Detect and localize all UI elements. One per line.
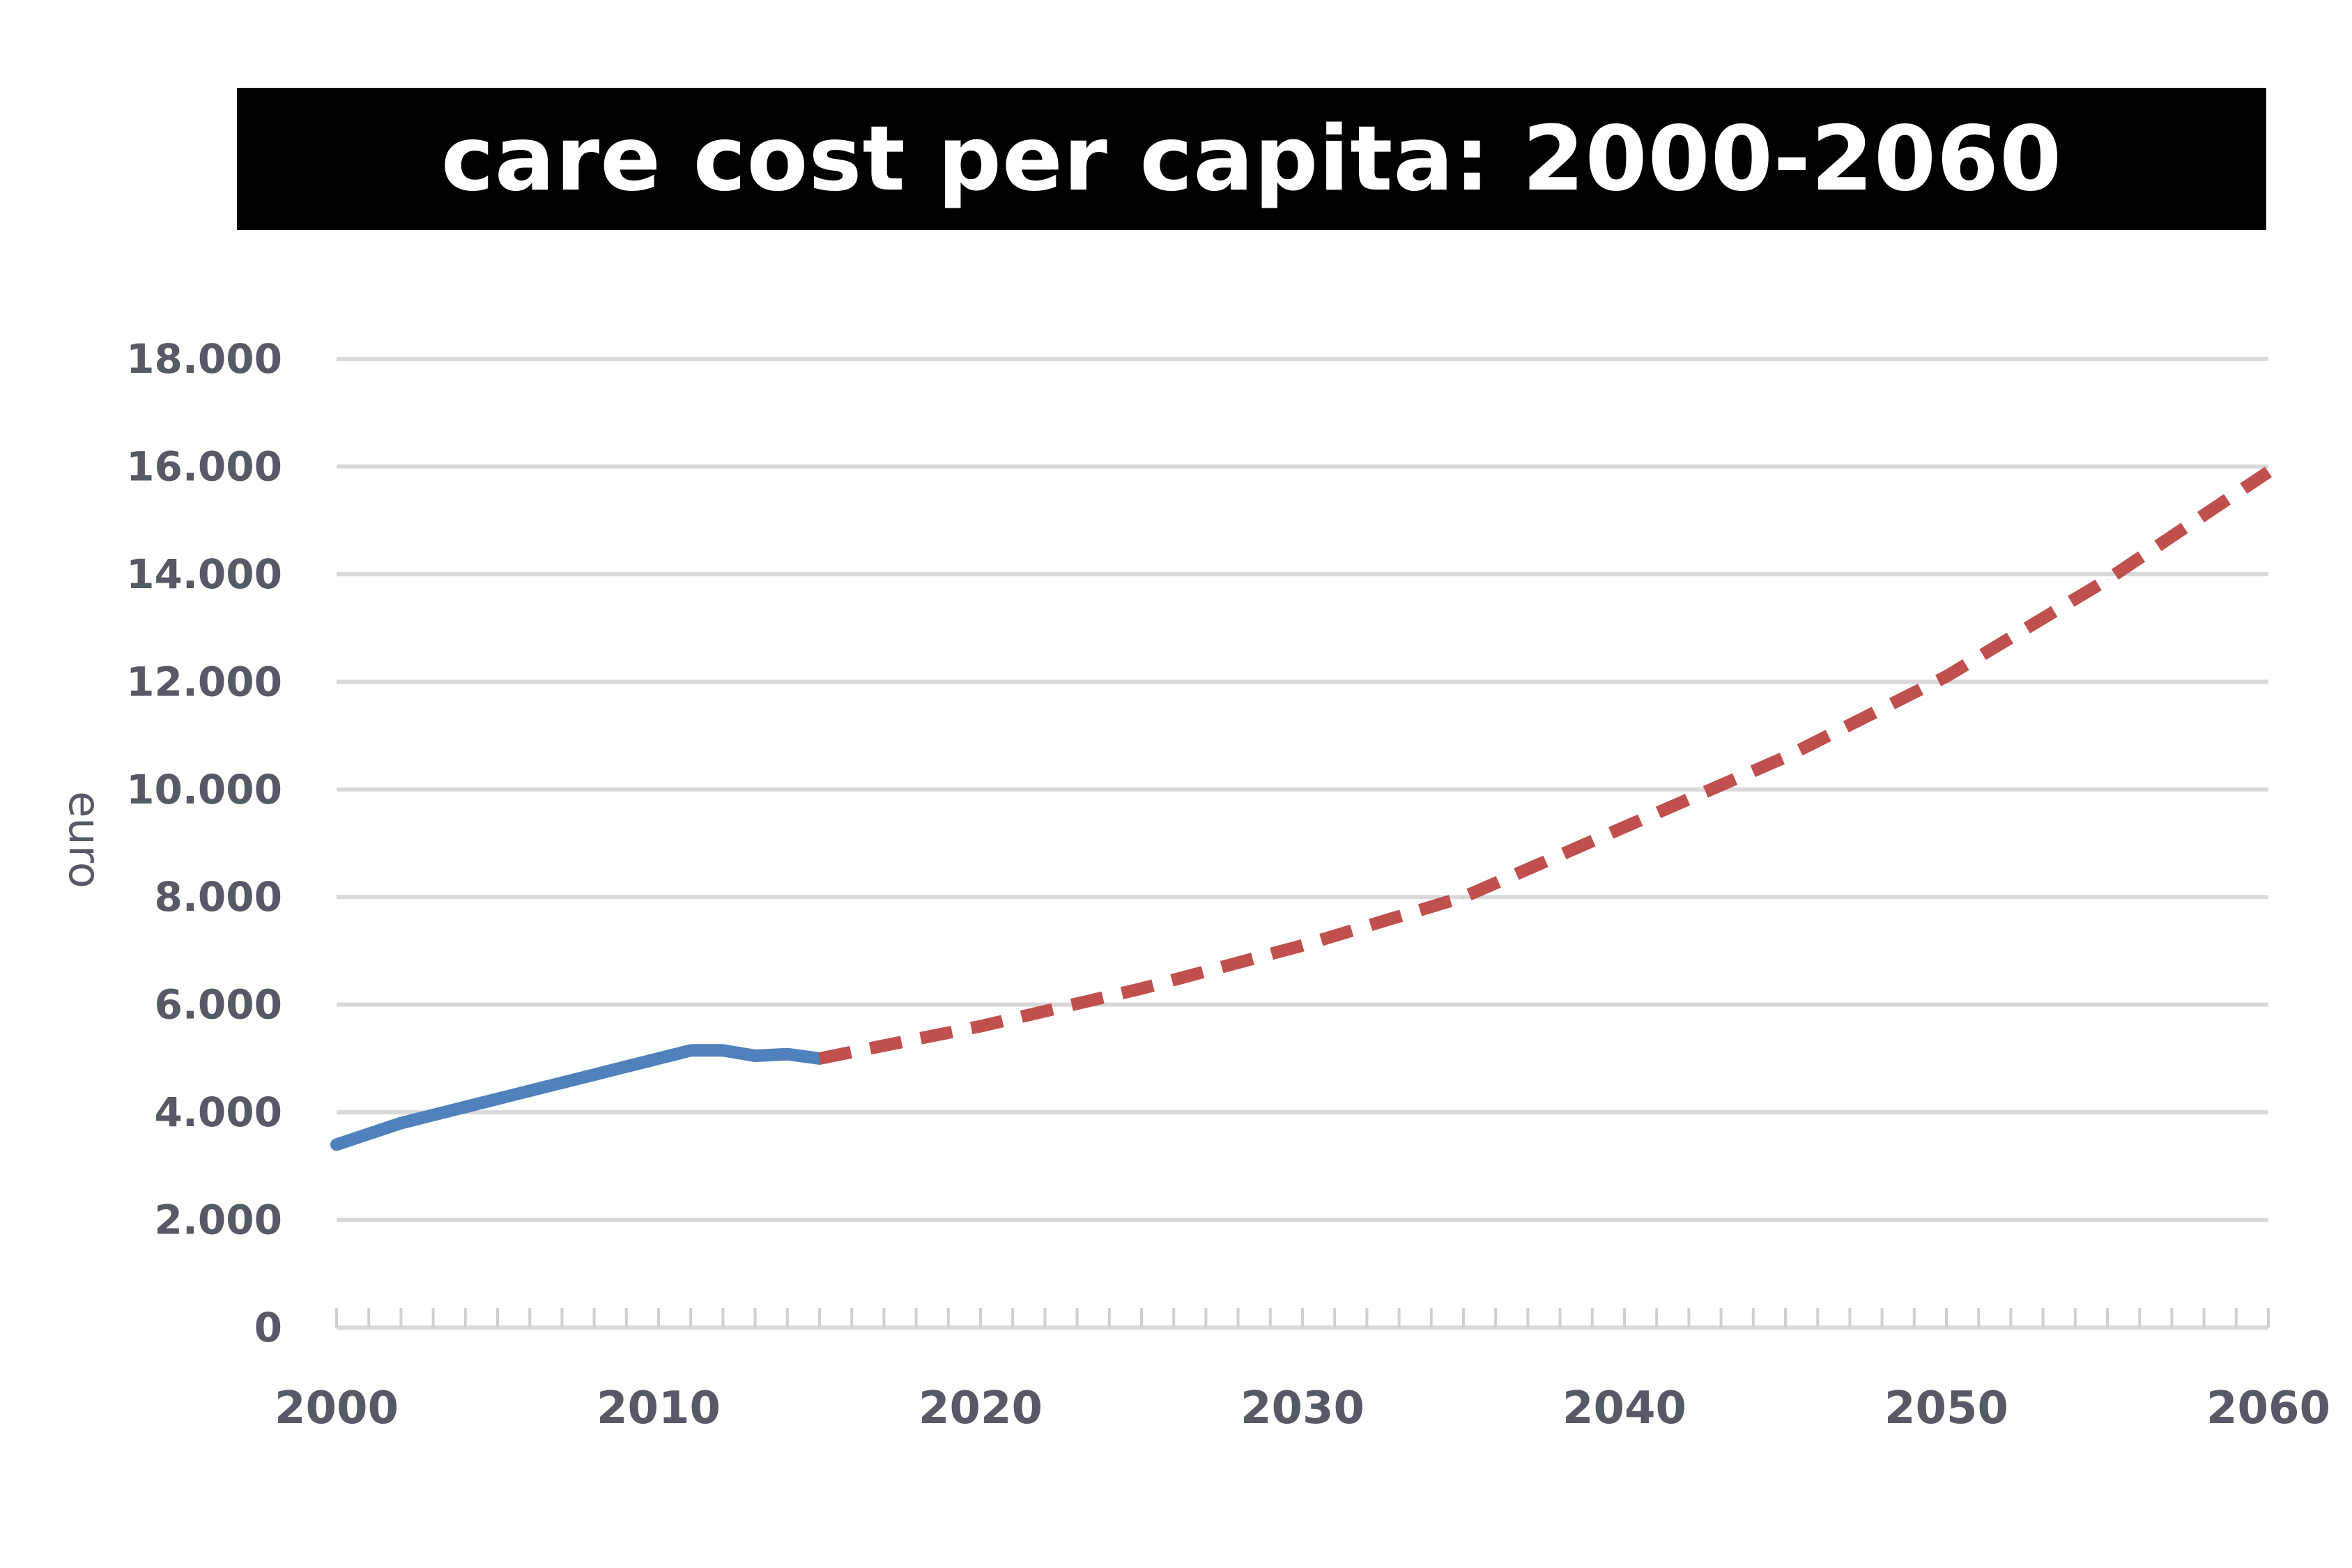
- x-tick-label: 2040: [1562, 1383, 1686, 1434]
- data-point: [2107, 579, 2108, 581]
- x-tick-label: 2020: [918, 1383, 1043, 1434]
- x-tick-label: 2010: [597, 1383, 721, 1434]
- y-tick-label: 10.000: [126, 766, 282, 813]
- y-tick-label: 16.000: [126, 443, 282, 490]
- y-tick-label: 8.000: [155, 873, 282, 921]
- y-tick-label: 0: [254, 1304, 282, 1351]
- y-tick-label: 2.000: [155, 1197, 282, 1244]
- y-tick-label: 12.000: [126, 658, 282, 705]
- data-point: [1785, 756, 1786, 758]
- chart-title: care cost per capita: 2000-2060: [440, 107, 2063, 211]
- y-tick-label: 6.000: [155, 981, 282, 1029]
- y-tick-label: 14.000: [126, 551, 282, 598]
- y-tick-label: 4.000: [155, 1089, 282, 1136]
- chart-title-bar: care cost per capita: 2000-2060: [237, 88, 2266, 230]
- data-point: [1302, 945, 1303, 946]
- series-lines: [330, 466, 2273, 1151]
- x-axis: [335, 1308, 2270, 1330]
- x-tick-label: 2050: [1884, 1383, 2008, 1434]
- historical-series-line: [330, 1044, 826, 1151]
- gridlines: [337, 357, 2268, 1222]
- x-axis-tick-labels: 2000 2010 2020 2030 2040 2050 2060: [275, 1383, 2330, 1434]
- y-axis-tick-labels: 0 2.000 4.000 6.000 8.000 10.000 12.000 14.000 1…: [126, 335, 282, 1351]
- x-tick-label: 2000: [275, 1383, 399, 1434]
- projected-series-line: [818, 466, 2273, 1065]
- data-point: [1463, 896, 1464, 898]
- y-tick-label: 18.000: [126, 335, 282, 383]
- x-tick-label: 2060: [2206, 1383, 2330, 1434]
- x-tick-label: 2030: [1240, 1383, 1365, 1434]
- y-axis-label: euro: [59, 791, 110, 889]
- data-point: [1946, 676, 1947, 677]
